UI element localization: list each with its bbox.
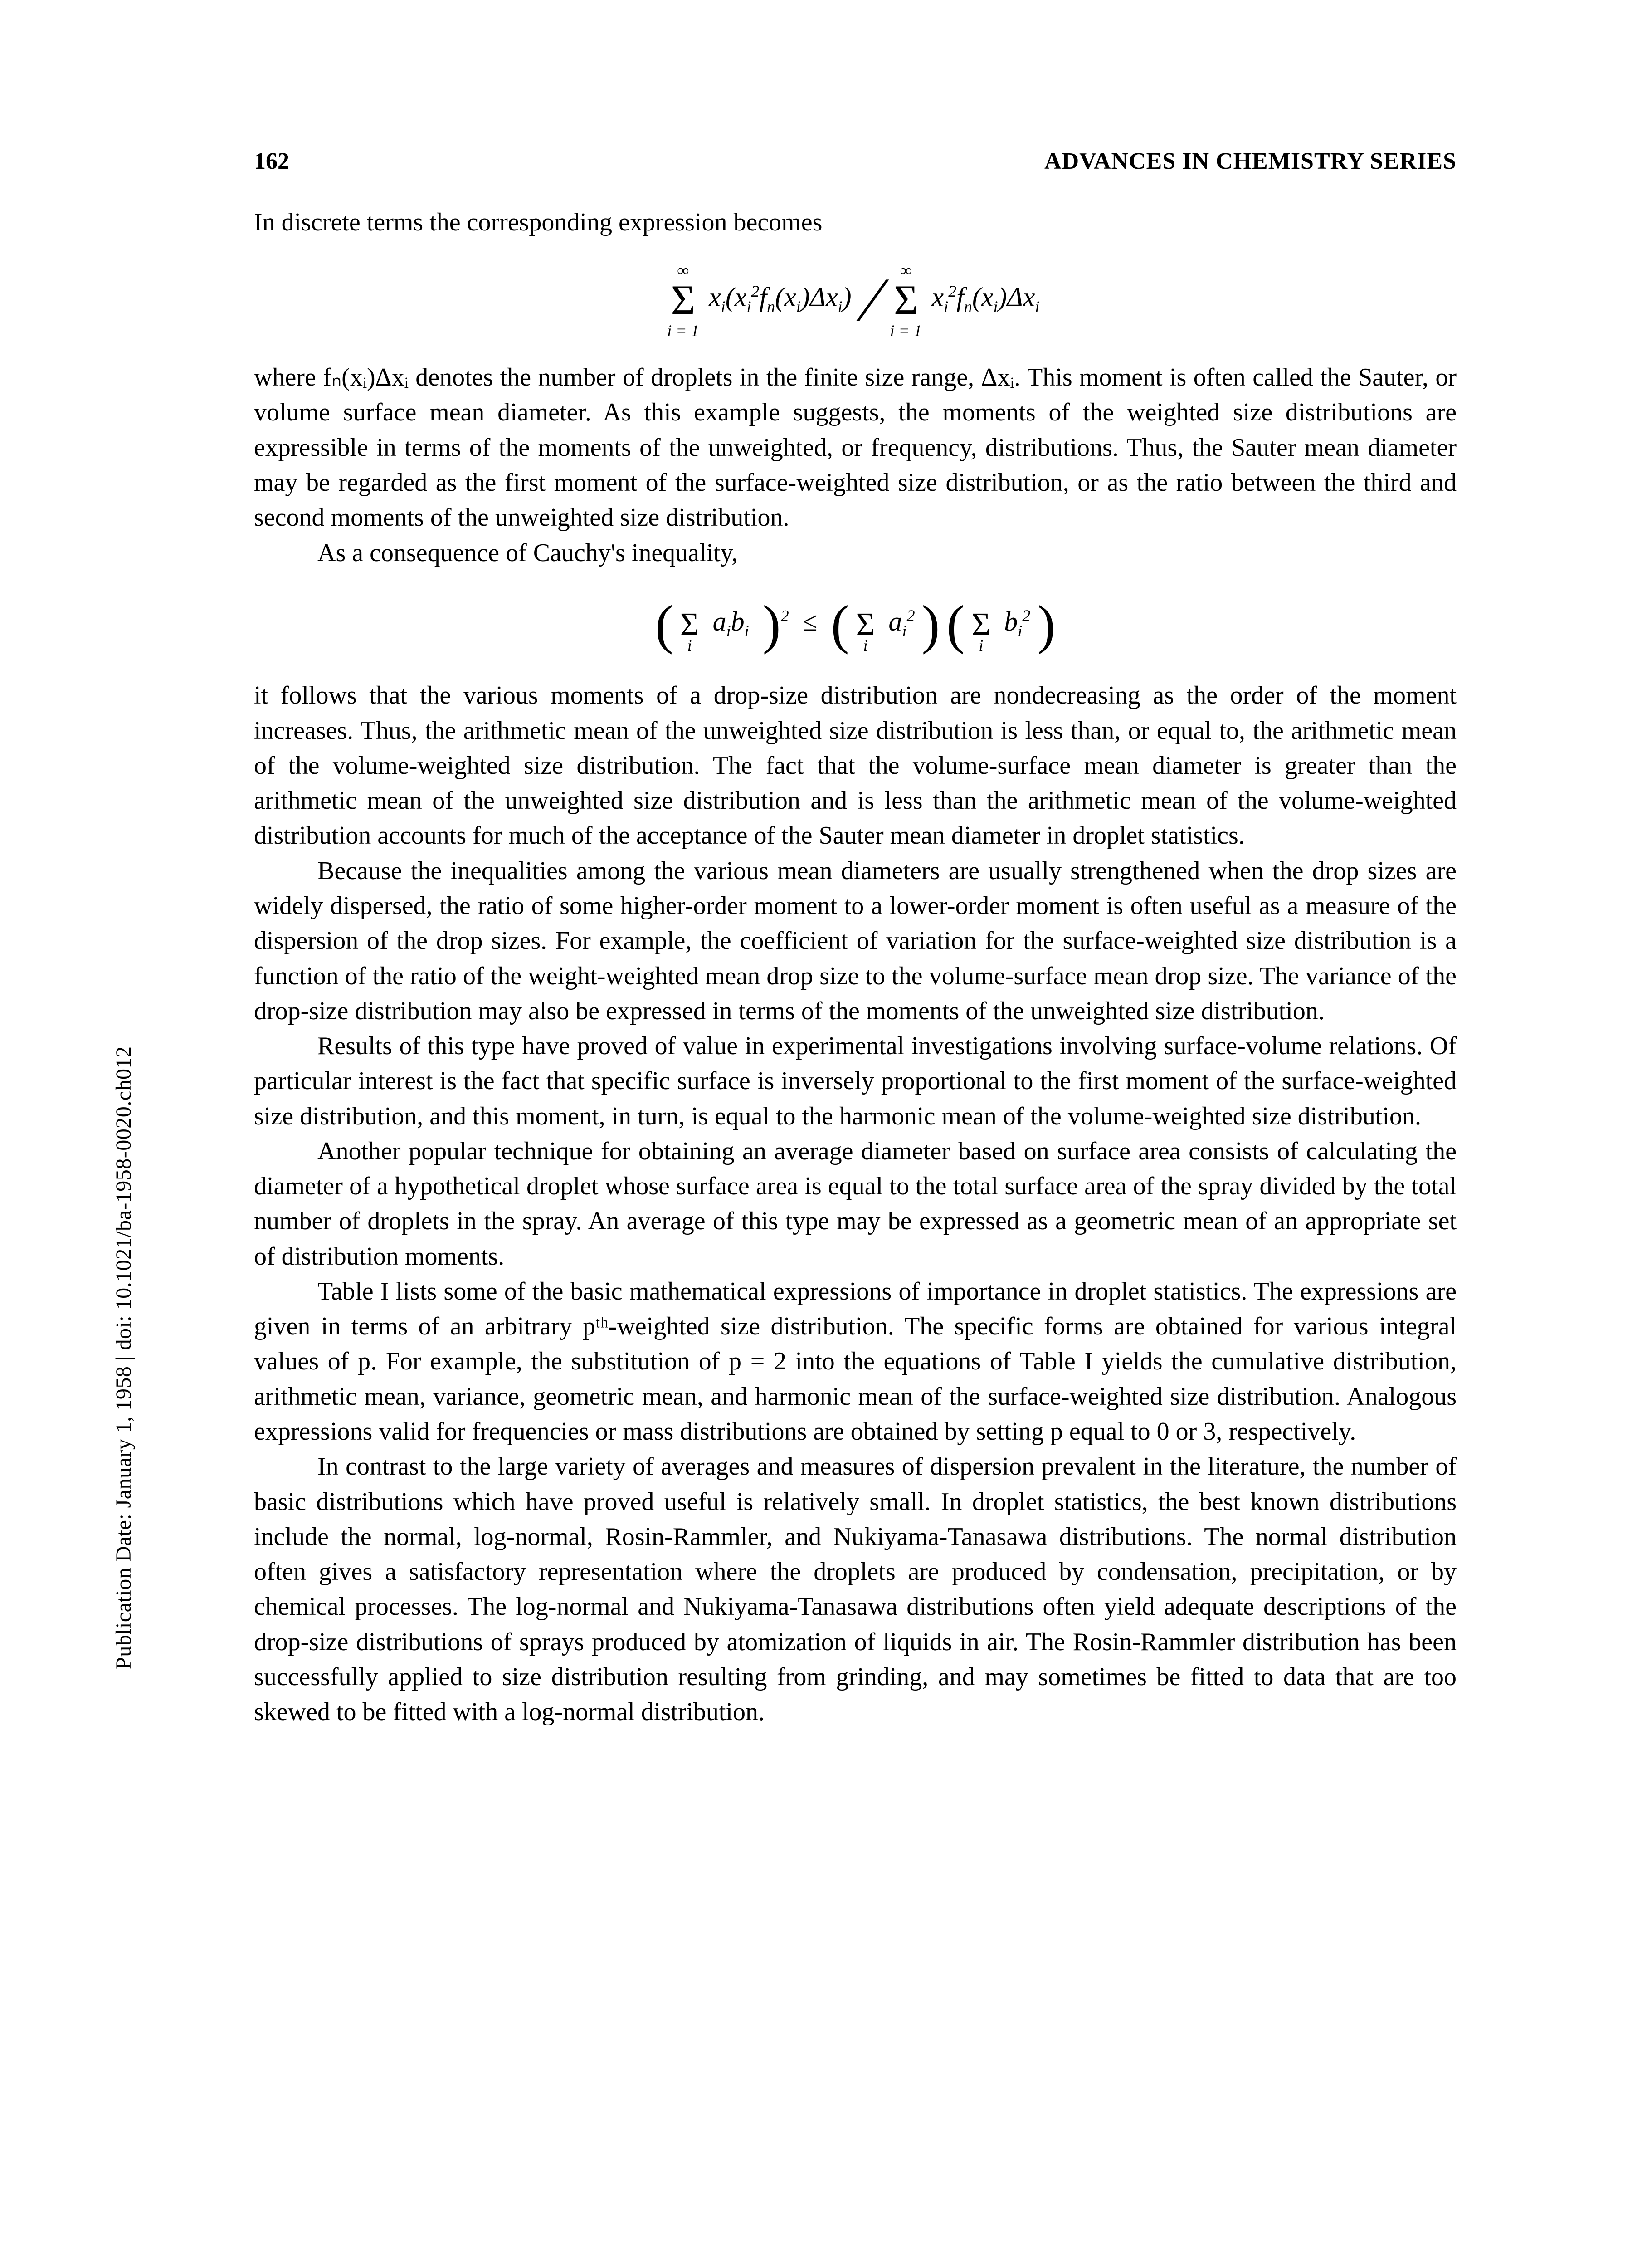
equation-2-term-b: bi2 [997, 606, 1030, 636]
sum-lower-limit: i = 1 [667, 320, 699, 342]
equation-2-term-a: ai2 [882, 606, 915, 636]
paragraph-1: where fₙ(xᵢ)Δxᵢ denotes the number of dr… [254, 360, 1457, 535]
equation-1-left: xi(xi2fn(xi)Δxi) [702, 282, 851, 312]
paragraph-4: Results of this type have proved of valu… [254, 1029, 1457, 1134]
left-paren-icon: ( [655, 587, 673, 662]
equation-1-right: xi2fn(xi)Δxi [925, 282, 1040, 312]
sigma-icon: Σ i [680, 602, 699, 647]
sum-index: i [687, 635, 692, 657]
left-paren-icon: ( [831, 587, 849, 662]
paragraph-2: it follows that the various moments of a… [254, 678, 1457, 853]
paragraph-1b: As a consequence of Cauchy's inequality, [254, 536, 1457, 571]
page-header: 162 ADVANCES IN CHEMISTRY SERIES [254, 145, 1457, 178]
sigma-icon: Σ i [856, 602, 875, 647]
paragraph-6: Table I lists some of the basic mathemat… [254, 1274, 1457, 1449]
page-number: 162 [254, 145, 289, 178]
right-paren-icon: ) [763, 587, 781, 662]
right-paren-icon: ) [1037, 587, 1055, 662]
sum-upper-limit: ∞ [677, 259, 689, 282]
sum-lower-limit: i = 1 [890, 320, 922, 342]
paragraph-3: Because the inequalities among the vario… [254, 854, 1457, 1029]
leq-operator: ≤ [803, 606, 818, 636]
equation-2: ( Σ i aibi )2 ≤ ( Σ i ai2 ) ( Σ i bi2 ) [254, 587, 1457, 662]
left-paren-icon: ( [946, 587, 965, 662]
intro-line: In discrete terms the corresponding expr… [254, 205, 1457, 240]
paragraph-5: Another popular technique for obtaining … [254, 1134, 1457, 1274]
right-paren-icon: ) [921, 587, 940, 662]
paragraph-7: In contrast to the large variety of aver… [254, 1449, 1457, 1730]
sum-upper-limit: ∞ [900, 259, 912, 282]
sigma-icon: ∞ Σ i = 1 [894, 271, 918, 329]
side-citation: Publication Date: January 1, 1958 | doi:… [109, 1046, 139, 1669]
equation-1: ∞ Σ i = 1 xi(xi2fn(xi)Δxi) ⁄ ∞ Σ i = 1 x… [254, 256, 1457, 344]
page: Publication Date: January 1, 1958 | doi:… [0, 0, 1647, 2268]
sum-index: i [863, 635, 867, 657]
sigma-icon: ∞ Σ i = 1 [671, 271, 696, 329]
exponent: 2 [781, 606, 789, 625]
slash-icon: ⁄ [867, 256, 878, 344]
sum-index: i [979, 635, 983, 657]
series-title: ADVANCES IN CHEMISTRY SERIES [1044, 145, 1457, 178]
sigma-icon: Σ i [971, 602, 990, 647]
equation-2-term-ab: aibi [706, 606, 756, 636]
